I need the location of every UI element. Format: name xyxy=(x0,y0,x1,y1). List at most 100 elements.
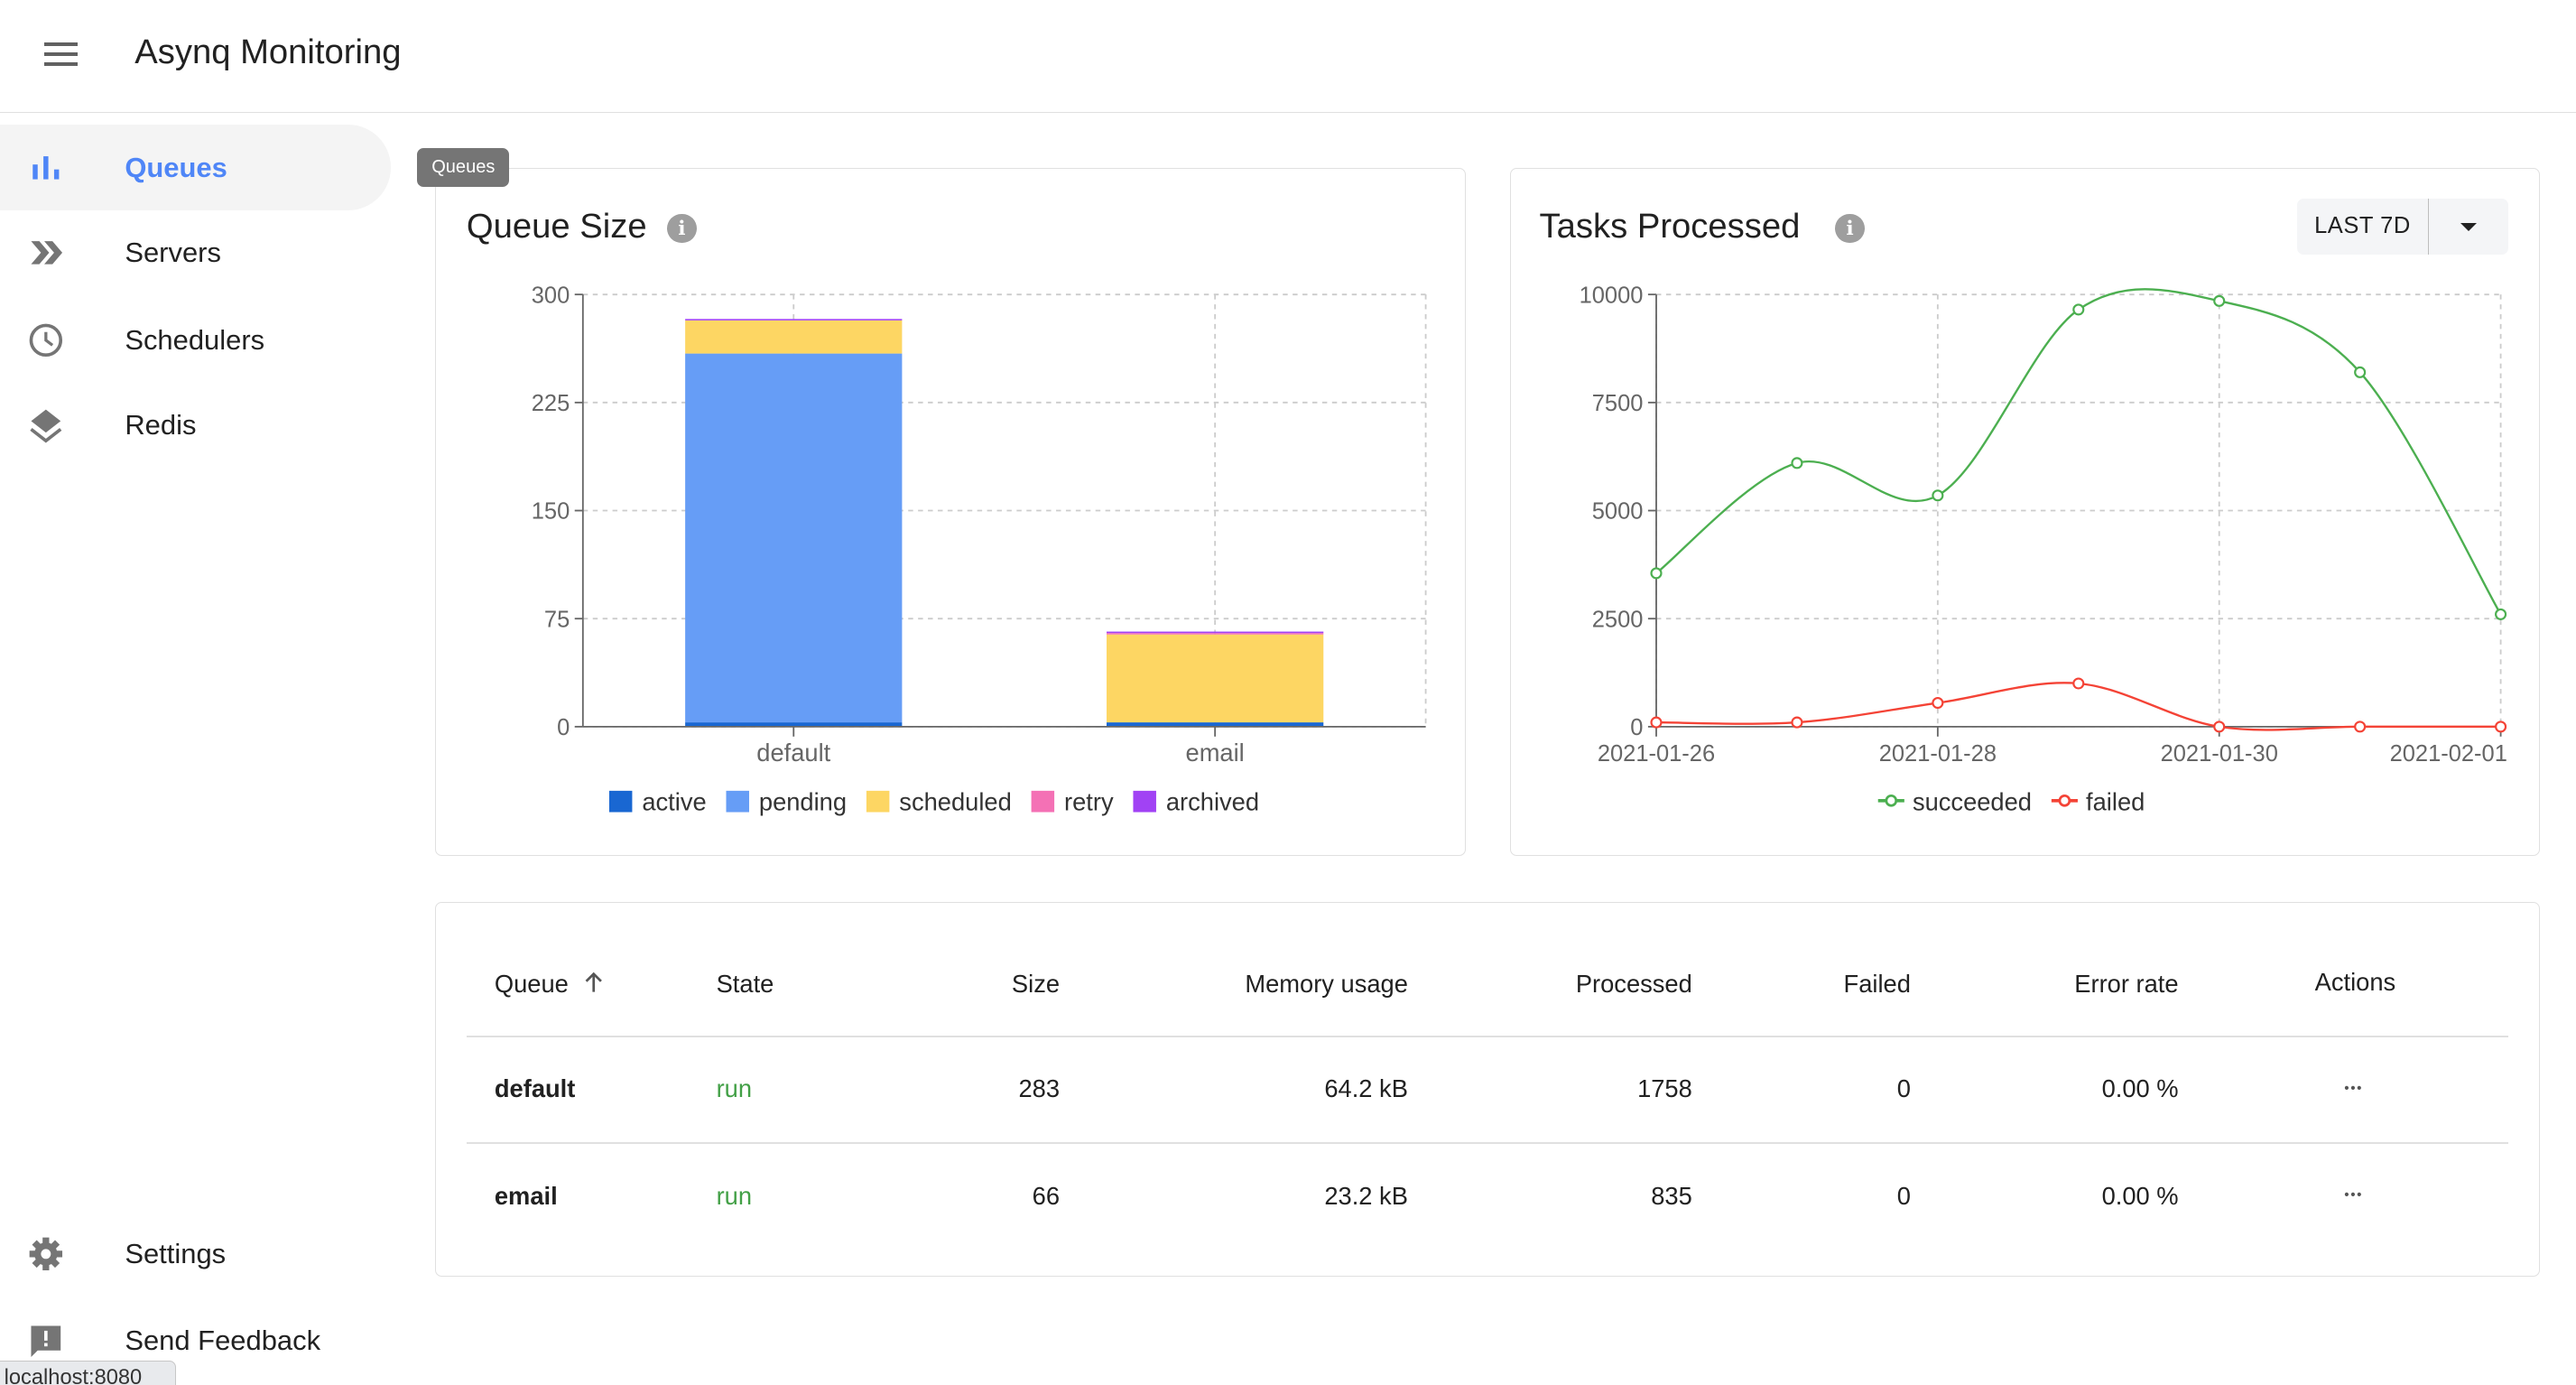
point-failed xyxy=(2494,720,2507,733)
bar-segment-scheduled xyxy=(1107,634,1324,722)
column-header-processed[interactable]: Processed xyxy=(1575,969,1692,998)
y-tick-label: 300 xyxy=(532,283,570,308)
column-header-memory[interactable]: Memory usage xyxy=(1245,969,1408,998)
column-header-error-rate[interactable]: Error rate xyxy=(2074,969,2179,998)
column-label: Queue xyxy=(494,969,569,998)
more-actions-icon[interactable]: ••• xyxy=(2344,1081,2364,1096)
point-succeeded xyxy=(1650,567,1663,580)
layers-icon xyxy=(30,409,62,443)
x-tick-label: email xyxy=(1186,739,1245,767)
y-tick-label: 75 xyxy=(544,607,570,632)
legend: active pending scheduled retry archived xyxy=(609,787,1259,815)
app-bar xyxy=(0,0,2576,113)
point-failed xyxy=(2071,677,2085,690)
queue-name[interactable]: default xyxy=(494,1074,576,1103)
app-title: Asynq Monitoring xyxy=(134,33,402,72)
legend-swatch-scheduled xyxy=(866,790,890,813)
sidebar-item-label: Settings xyxy=(125,1237,227,1269)
info-icon[interactable]: i xyxy=(667,213,697,244)
sidebar-item-redis[interactable]: Redis xyxy=(0,383,391,469)
tasks-processed-title: Tasks Processed xyxy=(1539,207,1801,246)
sidebar-item-label: Redis xyxy=(125,409,197,442)
sidebar-item-queues[interactable]: Queues xyxy=(0,125,392,210)
point-succeeded xyxy=(1932,488,1944,501)
sidebar-item-label: Send Feedback xyxy=(125,1325,321,1357)
x-tick-label: default xyxy=(757,739,831,767)
arrow-up-icon xyxy=(585,971,602,992)
failed-count: 0 xyxy=(1896,1181,1911,1210)
y-tick-label: 0 xyxy=(1630,715,1643,740)
point-succeeded xyxy=(2212,294,2226,307)
y-tick-label: 225 xyxy=(532,391,570,416)
legend-swatch-archived xyxy=(1133,790,1157,813)
sidebar-item-send-feedback[interactable]: Send Feedback xyxy=(0,1298,391,1384)
legend-swatch-pending xyxy=(726,790,750,813)
feedback-icon xyxy=(31,1325,61,1358)
info-icon[interactable]: i xyxy=(1835,213,1865,244)
legend-marker-succeeded xyxy=(1885,794,1897,807)
point-failed xyxy=(2353,720,2366,733)
point-succeeded xyxy=(2071,303,2085,316)
failed-count: 0 xyxy=(1896,1074,1911,1103)
y-tick-label: 2500 xyxy=(1592,607,1644,632)
bar-segment-archived xyxy=(685,318,903,321)
bar-chart-icon xyxy=(32,155,60,180)
legend-label: archived xyxy=(1166,787,1259,815)
queue-state: run xyxy=(716,1181,753,1210)
y-tick-label: 10000 xyxy=(1579,283,1643,308)
legend-label: succeeded xyxy=(1913,787,2032,815)
tasks-processed-card xyxy=(1509,167,2541,857)
sidebar-item-settings[interactable]: Settings xyxy=(0,1211,391,1297)
divider xyxy=(466,1035,2509,1037)
column-header-size[interactable]: Size xyxy=(1011,969,1061,998)
queue-name[interactable]: email xyxy=(494,1181,558,1210)
double-chevron-icon xyxy=(31,241,63,265)
y-tick-label: 7500 xyxy=(1592,391,1644,416)
bar-segment-pending xyxy=(685,353,903,722)
y-tick-label: 5000 xyxy=(1592,498,1644,524)
point-failed xyxy=(2212,720,2226,733)
legend-label: scheduled xyxy=(900,787,1012,815)
error-rate: 0.00 % xyxy=(2101,1181,2179,1210)
sidebar-item-servers[interactable]: Servers xyxy=(0,210,391,296)
column-header-actions: Actions xyxy=(2314,968,2396,997)
sidebar-item-label: Schedulers xyxy=(125,323,265,356)
column-header-queue[interactable]: Queue xyxy=(495,970,605,999)
processed-count: 835 xyxy=(1651,1181,1692,1210)
point-failed xyxy=(1650,716,1663,729)
point-succeeded xyxy=(1791,456,1803,469)
range-button[interactable]: LAST 7D xyxy=(2297,199,2430,256)
x-tick-label: 2021-02-01 xyxy=(2389,741,2507,767)
legend-label: failed xyxy=(2086,787,2145,815)
legend-label: pending xyxy=(759,787,847,815)
legend-swatch-retry xyxy=(1031,790,1055,813)
range-button-group: LAST 7D xyxy=(2296,199,2509,256)
legend-swatch-active xyxy=(609,790,633,813)
bar-segment-archived xyxy=(1107,631,1324,633)
y-tick-label: 0 xyxy=(557,715,570,740)
queues-table xyxy=(435,902,2541,1278)
divider xyxy=(466,1142,2509,1144)
sidebar-item-schedulers[interactable]: Schedulers xyxy=(0,297,391,383)
clock-icon xyxy=(29,323,63,357)
column-header-state[interactable]: State xyxy=(716,969,774,998)
status-bar-url: localhost:8080 xyxy=(0,1361,176,1385)
bar-segment-scheduled xyxy=(685,320,903,354)
more-actions-icon[interactable]: ••• xyxy=(2344,1188,2364,1203)
range-dropdown-button[interactable] xyxy=(2429,199,2508,255)
caret-down-icon xyxy=(2460,222,2478,231)
sidebar-item-label: Servers xyxy=(125,237,221,269)
y-tick-label: 150 xyxy=(532,498,570,524)
legend-marker-failed xyxy=(2058,794,2071,807)
hamburger-icon[interactable] xyxy=(44,42,78,66)
queue-size: 283 xyxy=(1018,1074,1061,1103)
legend-label: active xyxy=(643,787,707,815)
column-header-failed[interactable]: Failed xyxy=(1843,969,1911,998)
point-succeeded xyxy=(2353,366,2366,378)
x-tick-label: 2021-01-28 xyxy=(1878,741,1996,767)
point-succeeded xyxy=(2494,608,2507,620)
x-tick-label: 2021-01-26 xyxy=(1598,741,1715,767)
error-rate: 0.00 % xyxy=(2101,1074,2179,1103)
bar-segment-active xyxy=(1107,721,1324,727)
bar-segment-retry xyxy=(1107,632,1324,635)
